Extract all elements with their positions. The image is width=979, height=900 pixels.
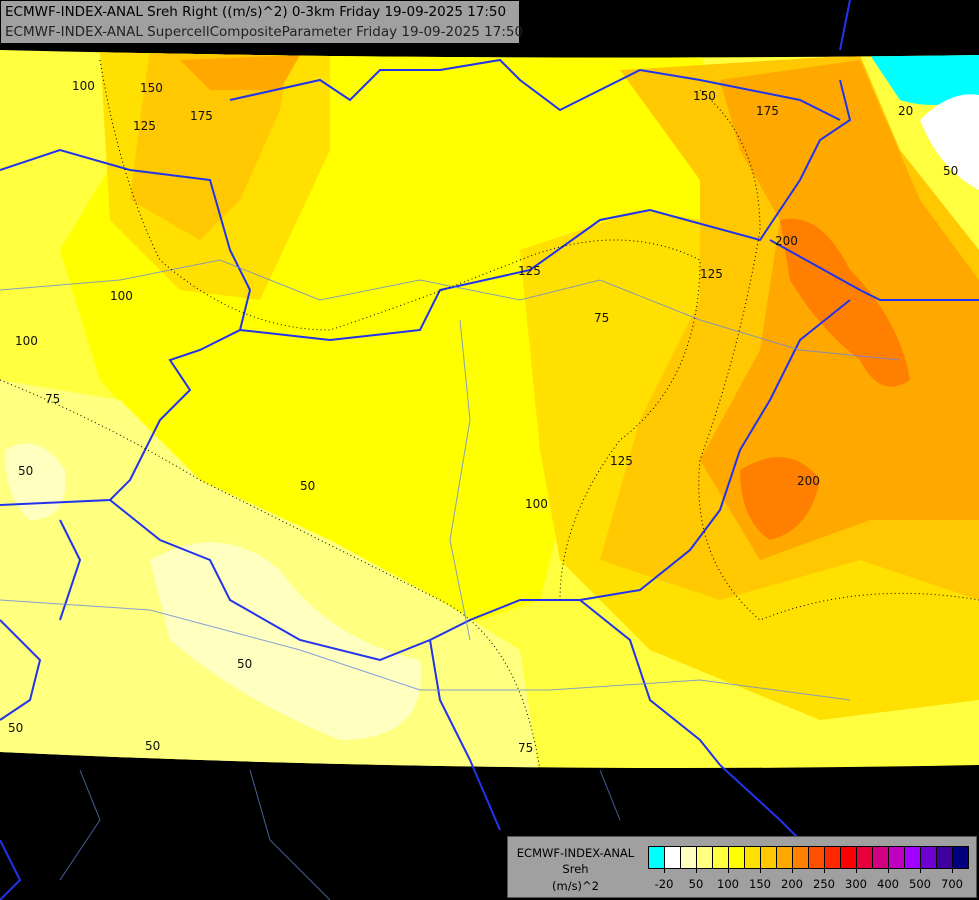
map-title-box: ECMWF-INDEX-ANAL Sreh Right ((m/s)^2) 0-… <box>0 0 524 44</box>
legend-swatch <box>857 847 873 868</box>
legend-tick <box>824 868 825 873</box>
title-line-sreh: ECMWF-INDEX-ANAL Sreh Right ((m/s)^2) 0-… <box>5 4 507 20</box>
field-palest-sw <box>150 542 421 740</box>
legend-swatch <box>713 847 729 868</box>
legend-swatch <box>905 847 921 868</box>
contour-label: 75 <box>594 311 609 325</box>
contour-label: 100 <box>15 334 38 348</box>
field-orange-nw <box>130 50 290 240</box>
legend-model: ECMWF-INDEX-ANAL <box>516 846 635 860</box>
legend-swatch <box>729 847 745 868</box>
legend-tick <box>952 868 953 873</box>
legend-tick-label: 700 <box>941 877 963 891</box>
legend-color-bar <box>648 846 969 869</box>
contour-label: 150 <box>693 89 716 103</box>
map-domain: 100 150 125 175 150 175 20 50 200 125 125 75 100 75 12… <box>0 50 979 769</box>
legend-tick-label: 200 <box>781 877 803 891</box>
legend-tick-label: 100 <box>717 877 739 891</box>
contour-label: 50 <box>943 164 958 178</box>
contour-label: 100 <box>72 79 95 93</box>
contour-labels: 100 150 125 175 150 175 20 50 200 125 125 75 100 75 12… <box>8 79 958 755</box>
legend-swatch <box>745 847 761 868</box>
contour-label: 100 <box>110 289 133 303</box>
legend-unit: (m/s)^2 <box>552 879 599 893</box>
legend-variable: Sreh <box>562 862 589 876</box>
legend-swatch <box>921 847 937 868</box>
contour-label: 75 <box>518 741 533 755</box>
legend-swatch <box>681 847 697 868</box>
legend-tick <box>728 868 729 873</box>
field-white-ne <box>920 94 979 190</box>
legend-swatch <box>825 847 841 868</box>
contour-label: 200 <box>797 474 820 488</box>
outside-rivers <box>59 769 621 900</box>
legend-swatch <box>953 847 968 868</box>
legend-swatch <box>889 847 905 868</box>
legend-tick-label: 250 <box>813 877 835 891</box>
contour-label: 50 <box>18 464 33 478</box>
contour-label: 125 <box>133 119 156 133</box>
legend-swatch <box>761 847 777 868</box>
legend-tick <box>920 868 921 873</box>
contour-label: 125 <box>518 264 541 278</box>
legend-tick-label: 300 <box>845 877 867 891</box>
legend-swatch <box>793 847 809 868</box>
legend-swatch <box>665 847 681 868</box>
legend-swatch <box>777 847 793 868</box>
legend-tick-label: 400 <box>877 877 899 891</box>
outside-borders <box>0 0 851 900</box>
legend-tick <box>856 868 857 873</box>
legend-swatch <box>873 847 889 868</box>
legend-tick <box>696 868 697 873</box>
title-line-scp: ECMWF-INDEX-ANAL SupercellCompositeParam… <box>5 24 524 40</box>
legend-swatch <box>697 847 713 868</box>
legend-swatch <box>809 847 825 868</box>
field-deep-orange-e <box>780 218 910 387</box>
contour-label: 125 <box>610 454 633 468</box>
contour-label: 125 <box>700 267 723 281</box>
contour-label: 50 <box>145 739 160 753</box>
field-cyan-ne <box>870 50 979 105</box>
legend-tick-label: 150 <box>749 877 771 891</box>
legend-tick <box>664 868 665 873</box>
contour-label: 175 <box>756 104 779 118</box>
legend-tick <box>792 868 793 873</box>
contour-label: 50 <box>300 479 315 493</box>
field-orange-n <box>180 55 300 90</box>
legend-tick-label: 500 <box>909 877 931 891</box>
country-borders <box>0 58 979 766</box>
contour-label: 150 <box>140 81 163 95</box>
contour-label: 50 <box>237 657 252 671</box>
field-deep-orange-se <box>740 457 820 540</box>
contour-label: 200 <box>775 234 798 248</box>
legend-ticks: -20 50 100 150 200 250 300 400 500 700 <box>648 868 970 898</box>
contour-label: 75 <box>45 392 60 406</box>
legend-tick-label: -20 <box>654 877 674 891</box>
legend-swatch <box>649 847 665 868</box>
legend-tick <box>760 868 761 873</box>
legend-swatch <box>841 847 857 868</box>
rivers <box>0 259 901 701</box>
contour-label: 20 <box>898 104 913 118</box>
contour-label: 50 <box>8 721 23 735</box>
legend-tick <box>888 868 889 873</box>
color-legend: ECMWF-INDEX-ANAL Sreh (m/s)^2 -20 50 100 15… <box>507 836 977 898</box>
legend-swatch <box>937 847 953 868</box>
contour-label: 175 <box>190 109 213 123</box>
legend-tick-label: 50 <box>688 877 704 891</box>
contours <box>0 59 979 769</box>
contour-label: 100 <box>525 497 548 511</box>
field-palest-w <box>5 443 66 520</box>
